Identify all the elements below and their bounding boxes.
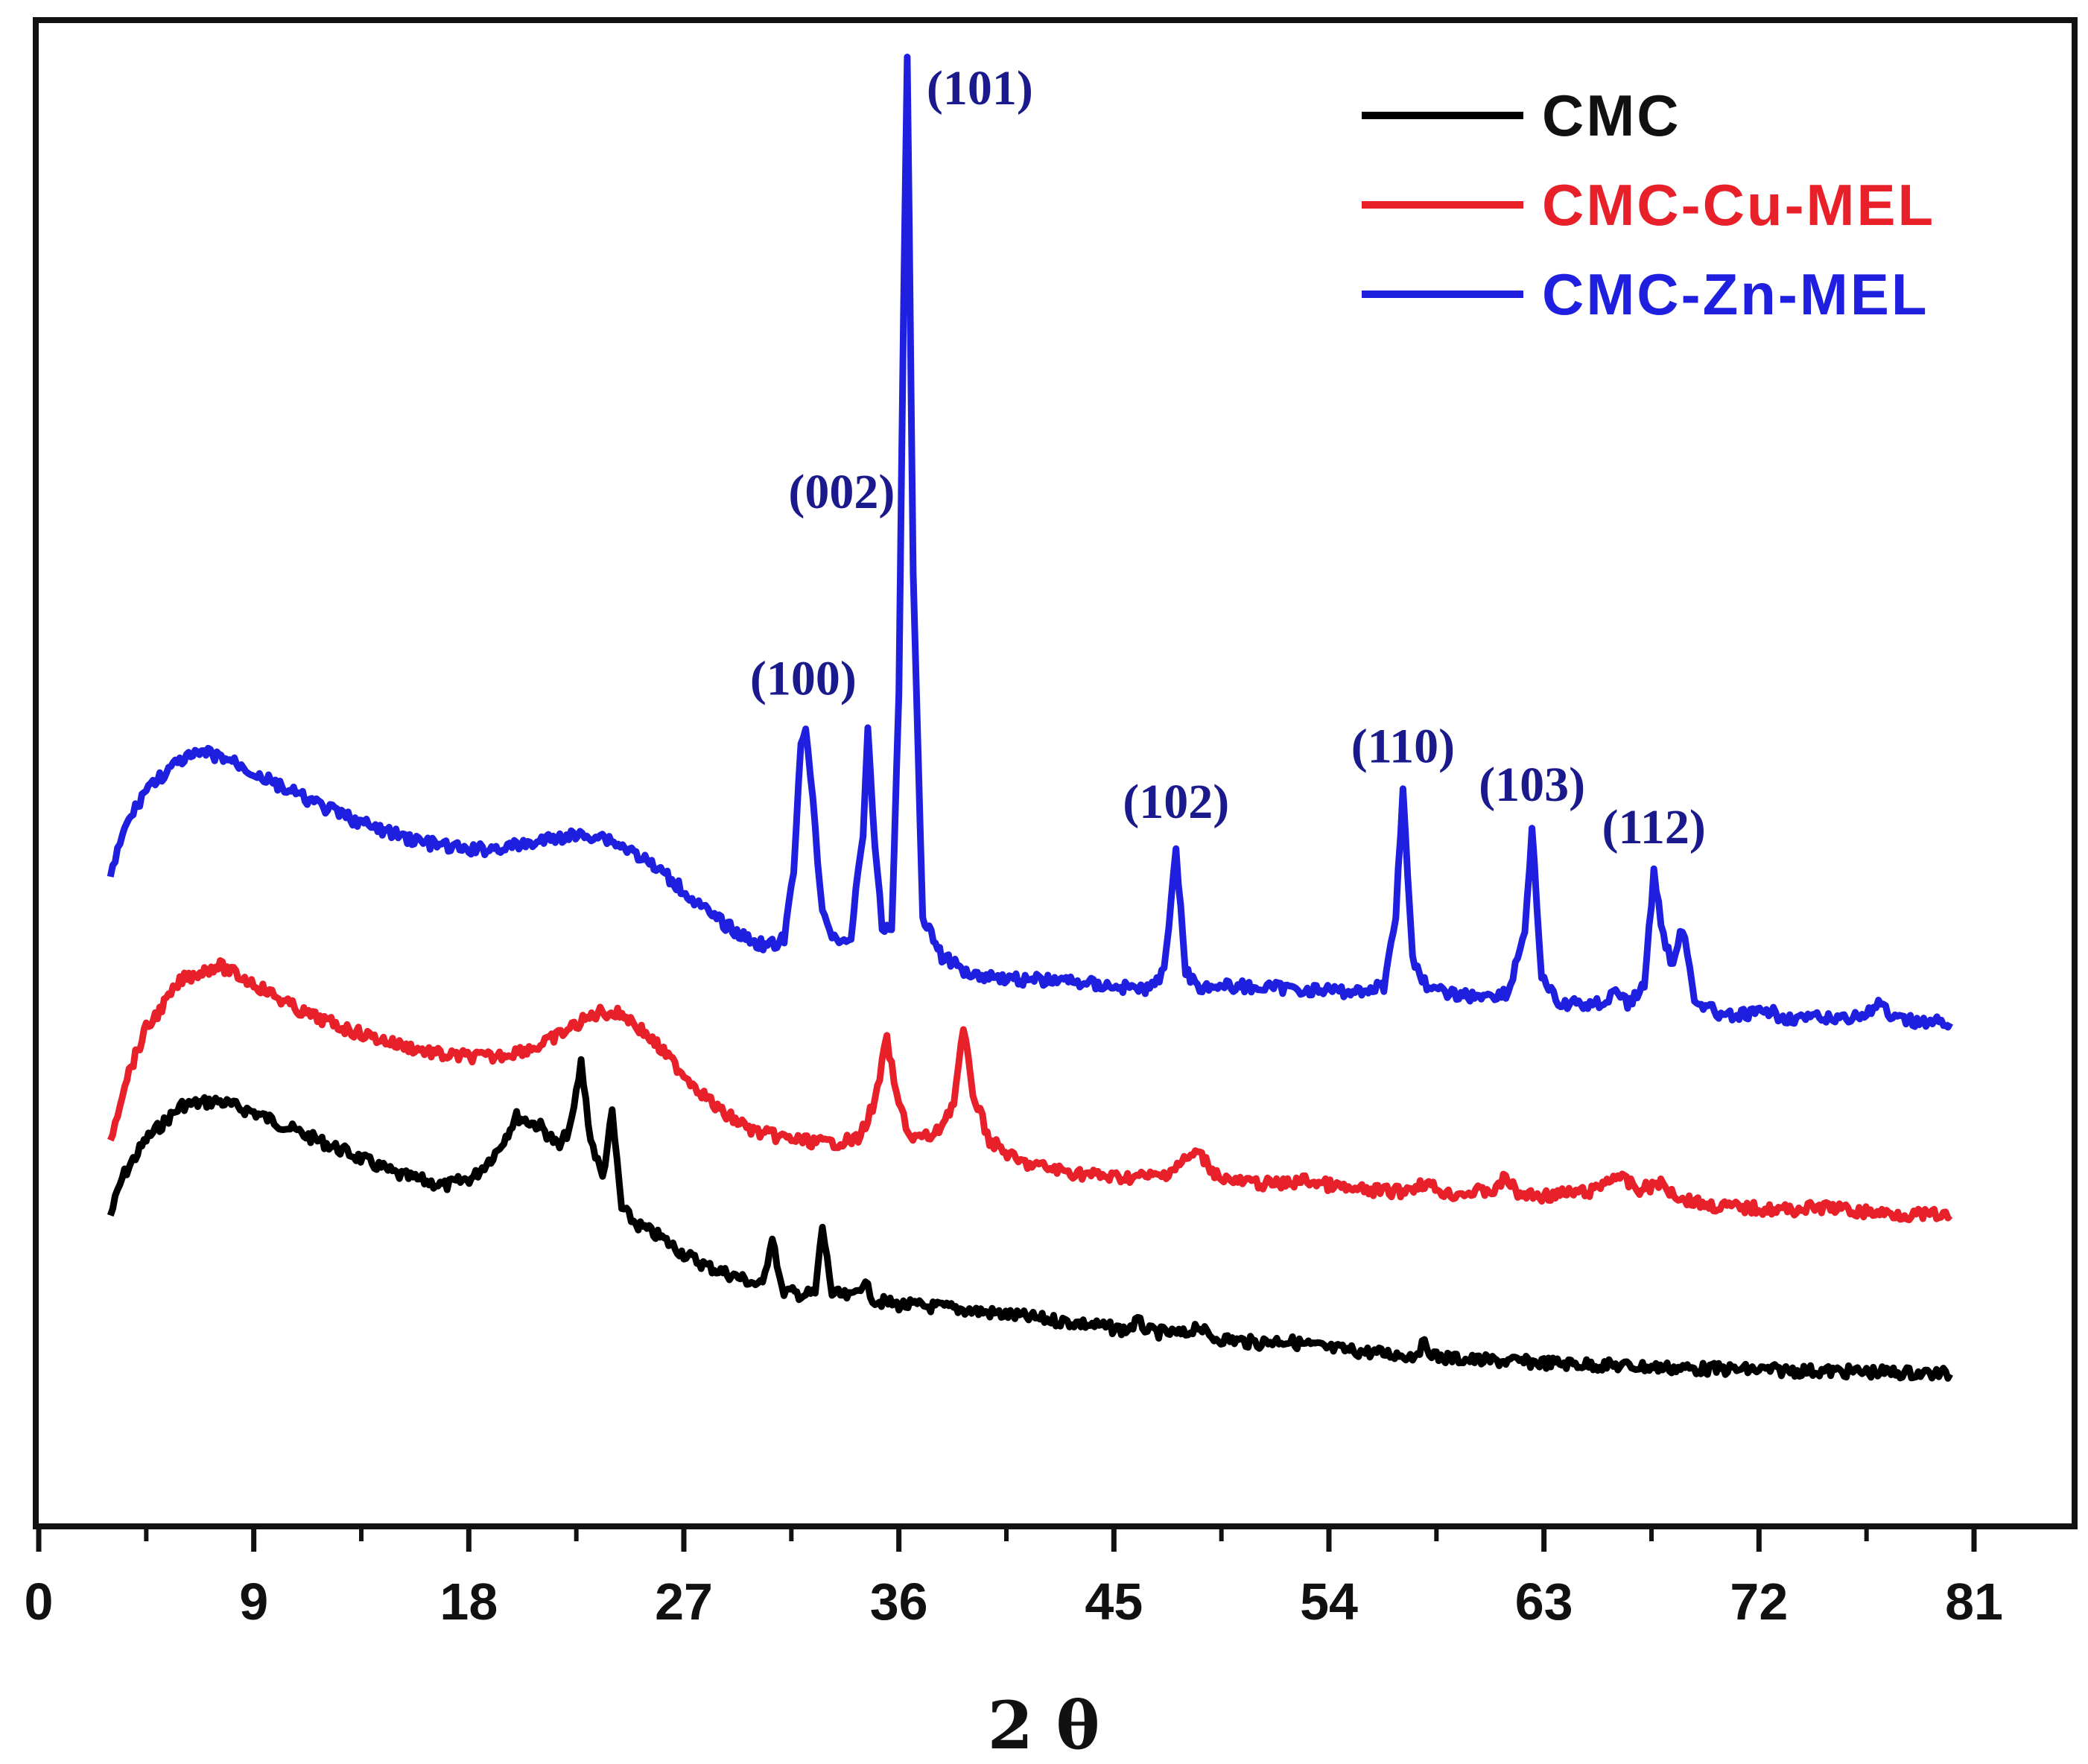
x-tick-label: 18 [440,1573,498,1631]
x-tick-label: 45 [1085,1573,1143,1631]
x-axis-tick-labels: 0 9 18 27 36 45 54 63 72 81 [25,1573,2003,1631]
legend-label: CMC [1542,83,1681,148]
peak-label: (103) [1479,758,1585,812]
x-tick-label: 63 [1515,1573,1573,1631]
series-line-1 [107,957,1953,1223]
series-layer [107,54,1953,1382]
x-tick-label: 36 [870,1573,928,1631]
x-tick-label: 81 [1945,1573,2003,1631]
peak-label: (112) [1602,800,1706,854]
legend-label: CMC-Zn-MEL [1542,261,1929,327]
peak-annotations: (100) (002) (101) (102) (110) (103) (112) [750,61,1706,854]
x-tick-label: 0 [25,1573,54,1631]
legend: CMC CMC-Cu-MEL CMC-Zn-MEL [1362,83,1935,327]
x-axis-title: 2 θ [988,1687,1100,1764]
series-line-2 [107,54,1953,1031]
x-axis-ticks [36,1526,1977,1552]
peak-label: (110) [1351,720,1455,774]
peak-label: (101) [927,61,1033,115]
series-line-0 [107,1056,1953,1382]
x-tick-label: 9 [239,1573,268,1631]
peak-label: (002) [788,465,895,519]
x-tick-label: 54 [1300,1573,1358,1631]
peak-label: (102) [1123,775,1229,829]
x-tick-label: 72 [1730,1573,1788,1631]
x-tick-label: 27 [655,1573,713,1631]
peak-label: (100) [750,652,857,706]
legend-label: CMC-Cu-MEL [1542,172,1935,238]
plot-frame [33,17,2078,1529]
